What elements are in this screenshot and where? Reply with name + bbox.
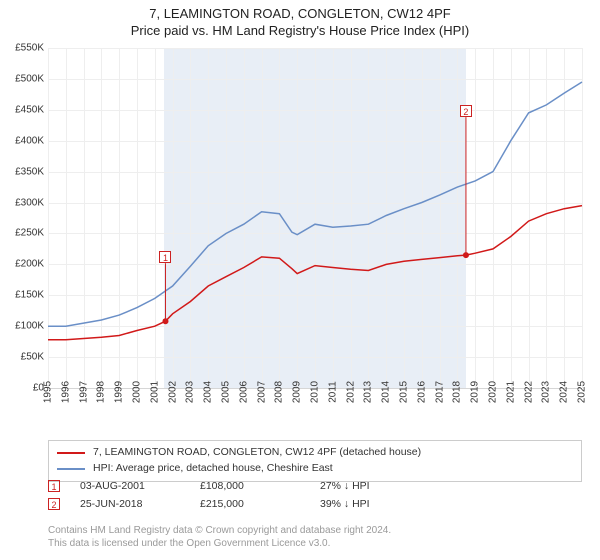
x-tick-label: 2004 [203,381,214,403]
y-tick-label: £250K [15,228,44,239]
x-tick-label: 2017 [434,381,445,403]
x-tick-label: 2025 [577,381,588,403]
x-tick-label: 2012 [345,381,356,403]
y-tick-label: £400K [15,135,44,146]
y-tick-label: £550K [15,43,44,54]
y-tick-label: £50K [21,352,44,363]
x-tick-label: 2014 [381,381,392,403]
sale-marker-box: 2 [460,105,472,117]
sales-row: 1 03-AUG-2001£108,00027% ↓ HPI [48,480,582,492]
x-tick-label: 2010 [310,381,321,403]
legend-swatch [57,468,85,470]
line-series-layer [48,48,582,388]
series-property [48,206,582,340]
x-tick-label: 2009 [292,381,303,403]
footer-line-2: This data is licensed under the Open Gov… [48,537,582,550]
x-tick-label: 2006 [238,381,249,403]
figure-container: 7, LEAMINGTON ROAD, CONGLETON, CW12 4PF … [0,0,600,560]
title-block: 7, LEAMINGTON ROAD, CONGLETON, CW12 4PF … [0,0,600,40]
sales-date: 03-AUG-2001 [80,480,200,492]
y-tick-label: £150K [15,290,44,301]
legend-label: HPI: Average price, detached house, Ches… [93,461,333,477]
title-address: 7, LEAMINGTON ROAD, CONGLETON, CW12 4PF [0,6,600,23]
y-tick-label: £500K [15,73,44,84]
legend-row: HPI: Average price, detached house, Ches… [57,461,573,477]
footer-attribution: Contains HM Land Registry data © Crown c… [48,524,582,550]
sales-marker-icon: 1 [48,480,60,492]
x-tick-label: 2007 [256,381,267,403]
x-tick-label: 2001 [149,381,160,403]
x-tick-label: 2024 [559,381,570,403]
sales-row: 2 25-JUN-2018£215,00039% ↓ HPI [48,498,582,510]
x-tick-label: 1997 [78,381,89,403]
sales-price: £108,000 [200,480,320,492]
x-tick-label: 2002 [167,381,178,403]
x-tick-label: 2019 [470,381,481,403]
x-tick-label: 2000 [132,381,143,403]
x-tick-label: 2008 [274,381,285,403]
x-tick-label: 1996 [60,381,71,403]
x-tick-label: 2005 [221,381,232,403]
sales-vs-hpi: 27% ↓ HPI [320,480,440,492]
x-tick-label: 2020 [488,381,499,403]
y-tick-label: £350K [15,166,44,177]
title-subtitle: Price paid vs. HM Land Registry's House … [0,23,600,40]
series-hpi [48,82,582,326]
legend-label: 7, LEAMINGTON ROAD, CONGLETON, CW12 4PF … [93,445,421,461]
plot-area: £0£50K£100K£150K£200K£250K£300K£350K£400… [48,48,582,389]
x-tick-label: 2016 [416,381,427,403]
x-tick-label: 2018 [452,381,463,403]
sales-date: 25-JUN-2018 [80,498,200,510]
v-gridline [582,48,583,388]
sales-table: 1 03-AUG-2001£108,00027% ↓ HPI 2 25-JUN-201… [48,480,582,516]
x-tick-label: 2015 [399,381,410,403]
x-tick-label: 1998 [96,381,107,403]
y-tick-label: £100K [15,321,44,332]
x-tick-label: 1999 [114,381,125,403]
x-tick-label: 2011 [327,381,338,403]
x-tick-label: 2023 [541,381,552,403]
legend-swatch [57,452,85,454]
legend-row: 7, LEAMINGTON ROAD, CONGLETON, CW12 4PF … [57,445,573,461]
sales-vs-hpi: 39% ↓ HPI [320,498,440,510]
sales-marker-icon: 2 [48,498,60,510]
x-tick-label: 1995 [43,381,54,403]
sales-price: £215,000 [200,498,320,510]
y-tick-label: £200K [15,259,44,270]
x-tick-label: 2003 [185,381,196,403]
x-tick-label: 2013 [363,381,374,403]
y-tick-label: £300K [15,197,44,208]
legend: 7, LEAMINGTON ROAD, CONGLETON, CW12 4PF … [48,440,582,482]
x-tick-label: 2022 [523,381,534,403]
y-tick-label: £450K [15,104,44,115]
footer-line-1: Contains HM Land Registry data © Crown c… [48,524,582,537]
x-tick-label: 2021 [505,381,516,403]
chart: £0£50K£100K£150K£200K£250K£300K£350K£400… [48,48,582,404]
sale-marker-box: 1 [159,251,171,263]
